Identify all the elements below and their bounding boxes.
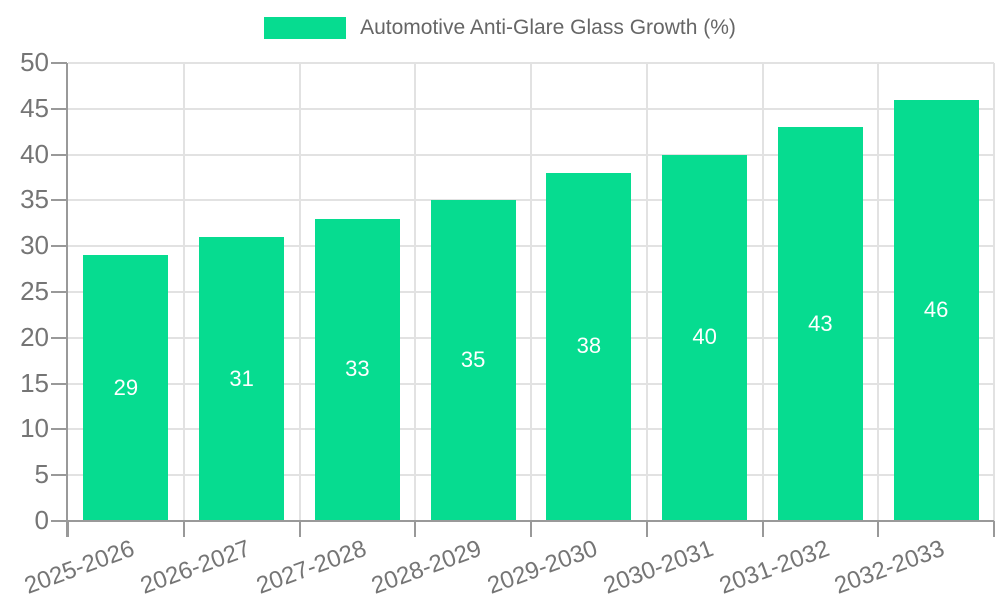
y-tick-label: 10 [20,413,49,444]
horizontal-gridline [68,107,994,110]
y-tick-label: 45 [20,92,49,123]
y-axis-tick [51,199,67,202]
legend-label: Automotive Anti-Glare Glass Growth (%) [360,16,736,39]
x-axis-tick [645,521,648,537]
bar-value-label: 29 [113,374,139,400]
y-tick-label: 25 [20,275,49,306]
y-axis-tick [51,291,67,293]
x-axis-tick [298,521,301,537]
x-tick-label: 2032-2033 [831,535,949,600]
y-tick-label: 0 [34,504,49,535]
horizontal-gridline [68,62,994,64]
horizontal-gridline [68,336,994,339]
bar[interactable]: 40 [662,154,748,520]
x-tick-label: 2026-2027 [136,535,254,600]
bar-value-label: 40 [692,324,717,350]
y-tick-label: 40 [20,138,49,169]
y-axis-tick [51,474,67,477]
y-axis-tick [51,382,67,385]
x-tick-label: 2029-2030 [484,535,602,600]
bar-value-label: 35 [460,347,486,373]
x-axis-tick [414,521,417,537]
bar-value-label: 46 [923,296,949,322]
x-tick-label: 2028-2029 [368,535,486,600]
bar[interactable]: 31 [199,237,285,520]
legend[interactable]: Automotive Anti-Glare Glass Growth (%) [0,17,1000,39]
y-tick-label: 35 [20,184,49,215]
bar-value-label: 38 [576,333,602,359]
y-axis-tick [51,245,67,248]
y-tick-label: 5 [34,459,49,490]
horizontal-gridline [68,382,994,385]
x-axis-tick [761,521,764,537]
x-tick-label: 2025-2026 [21,535,139,600]
horizontal-gridline [68,474,994,477]
legend-swatch-icon [264,17,347,39]
horizontal-gridline [68,428,994,431]
horizontal-gridline [68,291,994,293]
y-axis-tick [51,520,67,522]
x-axis-tick [877,521,880,537]
y-axis-line [66,63,68,537]
y-tick-label: 15 [20,367,49,398]
x-tick-label: 2031-2032 [715,535,833,600]
horizontal-gridline [68,153,994,156]
x-tick-label: 2030-2031 [599,535,717,600]
y-axis-tick [51,107,67,110]
vertical-gridline [993,63,995,521]
bar[interactable]: 29 [83,255,169,520]
bar[interactable]: 38 [546,172,632,520]
y-axis-tick [51,153,67,156]
y-tick-label: 20 [20,321,49,352]
bar[interactable]: 43 [777,127,863,520]
bar[interactable]: 35 [430,200,516,520]
horizontal-gridline [68,245,994,248]
x-axis-line [66,520,994,522]
y-tick-label: 30 [20,230,49,261]
y-axis-tick [51,336,67,339]
horizontal-gridline [68,199,994,202]
x-tick-label: 2027-2028 [252,535,370,600]
bar[interactable]: 33 [314,218,400,520]
x-axis-tick [182,521,185,537]
x-axis-tick [993,521,995,537]
y-tick-label: 50 [20,46,49,77]
x-axis-tick [530,521,532,537]
y-axis-tick [51,428,67,431]
y-axis-tick [51,62,67,64]
x-axis-tick [67,521,69,537]
bar-value-label: 33 [345,356,370,382]
bar[interactable]: 46 [893,99,979,520]
bar-value-label: 43 [808,310,833,336]
bar-value-label: 31 [229,365,254,391]
